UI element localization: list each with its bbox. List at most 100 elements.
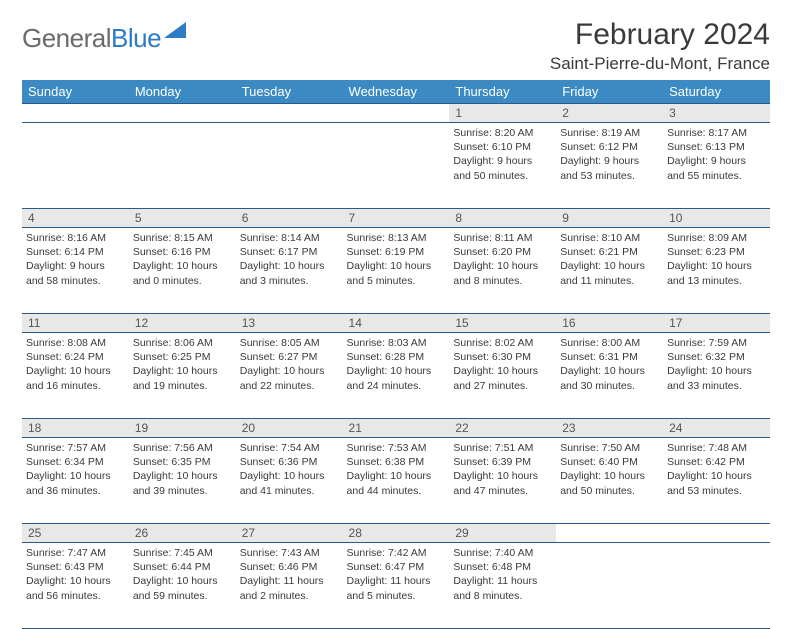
day-detail-cell: Sunrise: 7:42 AMSunset: 6:47 PMDaylight:… (343, 543, 450, 629)
day-header: Monday (129, 80, 236, 104)
day-ss: Sunset: 6:36 PM (240, 455, 339, 469)
daynum-row: 45678910 (22, 209, 770, 228)
day-ss: Sunset: 6:12 PM (560, 140, 659, 154)
day-detail-cell: Sunrise: 8:03 AMSunset: 6:28 PMDaylight:… (343, 333, 450, 419)
day-d2: and 50 minutes. (453, 169, 552, 183)
day-d2: and 44 minutes. (347, 484, 446, 498)
logo-triangle-icon (164, 22, 186, 43)
day-number-cell: 9 (556, 209, 663, 228)
day-d2: and 41 minutes. (240, 484, 339, 498)
calendar-body: 123Sunrise: 8:20 AMSunset: 6:10 PMDaylig… (22, 104, 770, 629)
day-sr: Sunrise: 7:47 AM (26, 546, 125, 560)
day-number-cell: 24 (663, 419, 770, 438)
day-sr: Sunrise: 7:53 AM (347, 441, 446, 455)
day-sr: Sunrise: 8:16 AM (26, 231, 125, 245)
day-d2: and 30 minutes. (560, 379, 659, 393)
day-header: Tuesday (236, 80, 343, 104)
day-ss: Sunset: 6:14 PM (26, 245, 125, 259)
day-d1: Daylight: 10 hours (133, 469, 232, 483)
day-detail-cell: Sunrise: 8:17 AMSunset: 6:13 PMDaylight:… (663, 123, 770, 209)
day-d1: Daylight: 10 hours (240, 469, 339, 483)
day-d2: and 5 minutes. (347, 589, 446, 603)
title-block: February 2024 Saint-Pierre-du-Mont, Fran… (550, 18, 770, 74)
daynum-row: 2526272829 (22, 524, 770, 543)
day-d1: Daylight: 10 hours (667, 469, 766, 483)
day-number-cell: 14 (343, 314, 450, 333)
day-sr: Sunrise: 7:40 AM (453, 546, 552, 560)
day-detail-cell (663, 543, 770, 629)
day-detail-cell: Sunrise: 8:05 AMSunset: 6:27 PMDaylight:… (236, 333, 343, 419)
day-d1: Daylight: 10 hours (560, 469, 659, 483)
day-detail-cell (129, 123, 236, 209)
day-ss: Sunset: 6:43 PM (26, 560, 125, 574)
day-detail-cell: Sunrise: 7:54 AMSunset: 6:36 PMDaylight:… (236, 438, 343, 524)
day-d1: Daylight: 10 hours (347, 469, 446, 483)
day-d1: Daylight: 10 hours (347, 364, 446, 378)
day-sr: Sunrise: 8:00 AM (560, 336, 659, 350)
day-ss: Sunset: 6:48 PM (453, 560, 552, 574)
day-d1: Daylight: 11 hours (347, 574, 446, 588)
day-d1: Daylight: 9 hours (667, 154, 766, 168)
day-sr: Sunrise: 8:06 AM (133, 336, 232, 350)
day-d2: and 8 minutes. (453, 274, 552, 288)
day-number-cell (556, 524, 663, 543)
day-detail-cell (236, 123, 343, 209)
day-number-cell: 23 (556, 419, 663, 438)
day-number-cell: 26 (129, 524, 236, 543)
day-sr: Sunrise: 8:17 AM (667, 126, 766, 140)
day-header: Sunday (22, 80, 129, 104)
week-row: Sunrise: 7:47 AMSunset: 6:43 PMDaylight:… (22, 543, 770, 629)
day-d1: Daylight: 10 hours (26, 574, 125, 588)
day-ss: Sunset: 6:21 PM (560, 245, 659, 259)
day-d2: and 8 minutes. (453, 589, 552, 603)
day-d2: and 27 minutes. (453, 379, 552, 393)
day-detail-cell: Sunrise: 8:08 AMSunset: 6:24 PMDaylight:… (22, 333, 129, 419)
day-detail-cell: Sunrise: 8:15 AMSunset: 6:16 PMDaylight:… (129, 228, 236, 314)
week-row: Sunrise: 8:20 AMSunset: 6:10 PMDaylight:… (22, 123, 770, 209)
day-sr: Sunrise: 8:15 AM (133, 231, 232, 245)
day-sr: Sunrise: 8:14 AM (240, 231, 339, 245)
day-number-cell: 11 (22, 314, 129, 333)
day-ss: Sunset: 6:39 PM (453, 455, 552, 469)
day-number-cell: 6 (236, 209, 343, 228)
day-d2: and 3 minutes. (240, 274, 339, 288)
day-d2: and 56 minutes. (26, 589, 125, 603)
day-sr: Sunrise: 8:19 AM (560, 126, 659, 140)
day-d1: Daylight: 10 hours (453, 469, 552, 483)
day-detail-cell: Sunrise: 7:57 AMSunset: 6:34 PMDaylight:… (22, 438, 129, 524)
day-number-cell: 4 (22, 209, 129, 228)
day-detail-cell: Sunrise: 8:00 AMSunset: 6:31 PMDaylight:… (556, 333, 663, 419)
day-d1: Daylight: 10 hours (240, 259, 339, 273)
day-ss: Sunset: 6:34 PM (26, 455, 125, 469)
day-sr: Sunrise: 8:08 AM (26, 336, 125, 350)
day-ss: Sunset: 6:28 PM (347, 350, 446, 364)
day-number-cell: 28 (343, 524, 450, 543)
day-d1: Daylight: 10 hours (560, 364, 659, 378)
day-d2: and 0 minutes. (133, 274, 232, 288)
day-detail-cell: Sunrise: 8:14 AMSunset: 6:17 PMDaylight:… (236, 228, 343, 314)
day-d1: Daylight: 9 hours (560, 154, 659, 168)
calendar-table: Sunday Monday Tuesday Wednesday Thursday… (22, 80, 770, 629)
day-d2: and 55 minutes. (667, 169, 766, 183)
day-detail-cell: Sunrise: 8:09 AMSunset: 6:23 PMDaylight:… (663, 228, 770, 314)
day-ss: Sunset: 6:23 PM (667, 245, 766, 259)
day-header: Saturday (663, 80, 770, 104)
day-sr: Sunrise: 7:51 AM (453, 441, 552, 455)
day-ss: Sunset: 6:13 PM (667, 140, 766, 154)
day-d2: and 5 minutes. (347, 274, 446, 288)
day-detail-cell: Sunrise: 7:47 AMSunset: 6:43 PMDaylight:… (22, 543, 129, 629)
day-sr: Sunrise: 7:50 AM (560, 441, 659, 455)
day-ss: Sunset: 6:44 PM (133, 560, 232, 574)
day-number-cell: 19 (129, 419, 236, 438)
day-number-cell (22, 104, 129, 123)
day-detail-cell: Sunrise: 7:45 AMSunset: 6:44 PMDaylight:… (129, 543, 236, 629)
day-detail-cell (343, 123, 450, 209)
day-header-row: Sunday Monday Tuesday Wednesday Thursday… (22, 80, 770, 104)
day-number-cell: 20 (236, 419, 343, 438)
day-d2: and 11 minutes. (560, 274, 659, 288)
day-d1: Daylight: 10 hours (667, 364, 766, 378)
day-d1: Daylight: 10 hours (26, 364, 125, 378)
location: Saint-Pierre-du-Mont, France (550, 54, 770, 74)
day-d1: Daylight: 11 hours (453, 574, 552, 588)
day-ss: Sunset: 6:40 PM (560, 455, 659, 469)
